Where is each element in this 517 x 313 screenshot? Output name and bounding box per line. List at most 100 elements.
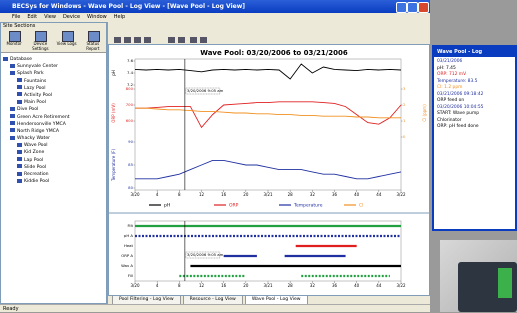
- tree-item[interactable]: Whacky Water: [3, 135, 106, 142]
- tree-item[interactable]: Recreation: [3, 171, 106, 178]
- device-photo: [440, 240, 517, 312]
- x-tick-label: 20: [243, 192, 249, 197]
- sidebar-button[interactable]: Monitor: [3, 30, 25, 52]
- tool-icon[interactable]: [168, 37, 175, 43]
- series-line: [135, 64, 401, 79]
- row-label: Heat: [124, 243, 134, 248]
- x-tick-label: 3/22: [397, 283, 406, 288]
- axis-title: pH: [111, 70, 116, 76]
- x-tick-label: 32: [310, 192, 316, 197]
- tool-icon[interactable]: [178, 37, 185, 43]
- y-tick-label: 3: [403, 86, 406, 91]
- tree-item[interactable]: Fountains: [3, 78, 106, 85]
- tree-item[interactable]: Hendersonville YMCA: [3, 121, 106, 128]
- menu-item[interactable]: Window: [87, 13, 107, 22]
- tree-item[interactable]: North Ridge YMCA: [3, 128, 106, 135]
- legend-label: Cl: [359, 203, 363, 209]
- x-tick-label: 8: [178, 283, 181, 288]
- log-line: ORP: pH feed done: [437, 124, 515, 131]
- tree-item[interactable]: Wave Pool: [3, 142, 106, 149]
- row-label: pH A: [124, 233, 133, 238]
- x-tick-label: 8: [178, 192, 181, 197]
- sidebar-title: Site Sections: [1, 23, 106, 30]
- y-tick-label: 0: [403, 134, 406, 139]
- plot-frame: [135, 59, 401, 190]
- axis-title: ORP (mV): [111, 103, 116, 123]
- y-tick-label: 7.6: [127, 58, 134, 63]
- tool-icon[interactable]: [144, 37, 151, 43]
- x-tick-label: 4: [156, 192, 159, 197]
- tree-item[interactable]: Sunnyvale Center: [3, 63, 106, 70]
- tree-item[interactable]: Slide Pool: [3, 164, 106, 171]
- x-tick-label: 4: [156, 283, 159, 288]
- menu-item[interactable]: Device: [63, 13, 80, 22]
- menu-item[interactable]: File: [12, 13, 20, 22]
- y-tick-label: 85: [128, 162, 133, 167]
- maximize-button[interactable]: [407, 2, 418, 13]
- tree-item[interactable]: Activity Pool: [3, 92, 106, 99]
- series-line: [135, 102, 401, 128]
- tree-item[interactable]: Main Pool: [3, 99, 106, 106]
- x-tick-label: 44: [376, 192, 382, 197]
- y-tick-label: 800: [126, 86, 134, 91]
- tree-item[interactable]: Splash Park: [3, 70, 106, 77]
- x-tick-label: 3/21: [264, 192, 273, 197]
- y-tick-label: 80: [128, 185, 133, 190]
- minimize-button[interactable]: [396, 2, 407, 13]
- tree-item[interactable]: Database: [3, 56, 106, 63]
- device-connector: [498, 268, 512, 298]
- log-lines: 03/21/2006pH: 7.45ORP: 712 mVTemperature…: [437, 59, 515, 131]
- x-tick-label: 12: [199, 192, 205, 197]
- tool-icon[interactable]: [124, 37, 131, 43]
- tree-item[interactable]: Lap Pool: [3, 157, 106, 164]
- tree-item[interactable]: Lazy Pool: [3, 85, 106, 92]
- tree-item[interactable]: Green Acre Retirement: [3, 114, 106, 121]
- axis-title: Cl (ppm): [422, 104, 427, 122]
- legend-label: pH: [164, 203, 170, 209]
- y-tick-label: 2: [403, 102, 406, 107]
- x-tick-label: 3/20: [131, 192, 140, 197]
- sidebar-button[interactable]: Status Report: [82, 30, 104, 52]
- tool-icon[interactable]: [114, 37, 121, 43]
- x-tick-label: 28: [288, 283, 294, 288]
- y-tick-label: 90: [128, 139, 133, 144]
- sidebar-button[interactable]: Device Settings: [29, 30, 51, 52]
- log-window-title: Wave Pool - Log: [434, 47, 515, 57]
- series-line: [135, 108, 401, 118]
- tree-item[interactable]: Dive Pool: [3, 106, 106, 113]
- close-button[interactable]: [418, 2, 429, 13]
- row-label: Wav A: [121, 263, 133, 268]
- menu-item[interactable]: Help: [114, 13, 125, 22]
- tool-icon[interactable]: [190, 37, 197, 43]
- cursor-label: 3/20/2006 9:05 am: [187, 252, 224, 257]
- menu-item[interactable]: Edit: [27, 13, 37, 22]
- toolbar: [108, 22, 430, 44]
- x-tick-label: 36: [332, 283, 338, 288]
- row-label: Filt: [127, 223, 133, 228]
- x-tick-label: 44: [376, 283, 382, 288]
- series-line: [135, 160, 401, 178]
- legend-label: ORP: [229, 203, 239, 209]
- x-tick-label: 28: [288, 192, 294, 197]
- sidebar-button[interactable]: View Logs: [56, 30, 78, 52]
- legend-label: Temperature: [293, 203, 323, 209]
- site-tree: DatabaseSunnyvale CenterSplash ParkFount…: [3, 56, 106, 185]
- tree-item[interactable]: Kid Zone: [3, 149, 106, 156]
- menu-item[interactable]: View: [44, 13, 56, 22]
- menu-bar: File Edit View Device Window Help: [0, 13, 430, 22]
- x-tick-label: 12: [199, 283, 205, 288]
- x-tick-label: 16: [221, 192, 227, 197]
- tree-item[interactable]: Kiddie Pool: [3, 178, 106, 185]
- x-tick-label: 16: [221, 283, 227, 288]
- cursor-label: 3/20/2006 9:05 am: [187, 88, 224, 93]
- tool-icon[interactable]: [134, 37, 141, 43]
- row-label: Fill: [128, 273, 133, 278]
- y-tick-label: 600: [126, 118, 134, 123]
- y-tick-label: 7.4: [127, 70, 134, 75]
- row-label: ORP A: [121, 253, 133, 258]
- tool-icon[interactable]: [200, 37, 207, 43]
- chart-title: Wave Pool: 03/20/2006 to 03/21/2006: [200, 49, 348, 57]
